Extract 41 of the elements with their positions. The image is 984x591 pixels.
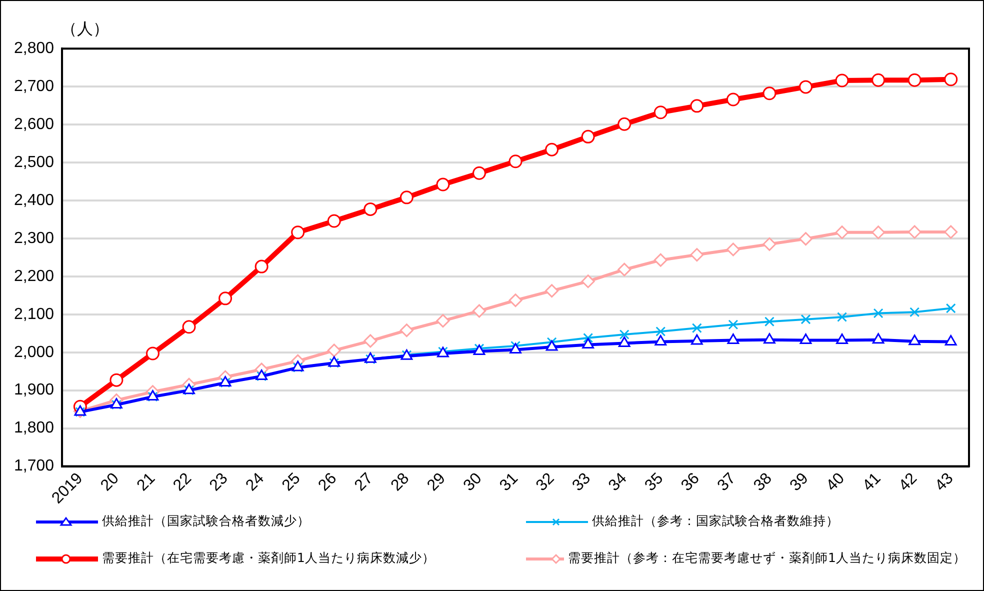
legend-label: 供給推計（国家試験合格者数減少） [102,513,310,530]
legend-label: 需要推計（参考：在宅需要考慮せず・薬剤師1人当たり病床数固定） [568,550,966,567]
x-tick-label: 23 [206,470,232,495]
x-tick-label: 22 [170,470,196,495]
y-tick-label: 2,000 [14,344,54,361]
x-tick-label: 43 [932,470,957,495]
x-tick-label: 29 [424,470,449,495]
x-tick-label: 30 [460,470,486,495]
x-tick-label: 24 [242,470,268,495]
y-tick-label: 1,800 [14,420,54,437]
y-tick-label: 2,200 [14,268,54,285]
y-tick-label: 2,800 [14,40,54,58]
y-tick-label: 2,500 [14,154,54,171]
x-tick-label: 42 [896,470,921,495]
x-tick-label: 27 [352,470,376,495]
x-tick-label: 40 [823,470,848,495]
x-tick-label: 36 [678,470,703,495]
x-tick-label: 38 [750,470,776,495]
x-tick-label: 26 [315,470,340,495]
x-tick-label: 37 [714,470,740,495]
x-tick-label: 34 [606,470,630,495]
y-tick-label: 2,700 [14,78,54,95]
legend-label: 供給推計（参考：国家試験合格者数維持） [592,513,839,530]
x-tick-label: 35 [642,470,667,495]
x-tick-label: 31 [496,470,522,495]
x-tick-label: 25 [279,470,304,495]
x-tick-label: 32 [533,470,558,495]
x-tick-label: 20 [98,470,122,495]
x-tick-label: 28 [388,470,413,495]
y-tick-label: 2,100 [14,306,54,323]
y-tick-label: 1,700 [14,458,54,475]
y-tick-label: 2,300 [14,230,54,247]
y-tick-label: 2,600 [14,116,54,133]
x-tick-label: 39 [787,470,812,495]
y-tick-label: 2,400 [14,192,54,209]
x-tick-label: 21 [134,470,159,495]
y-tick-label: 1,900 [14,382,54,399]
legend-label: 需要推計（在宅需要考慮・薬剤師1人当たり病床数減少） [102,550,435,567]
x-tick-label: 33 [569,470,594,495]
y-axis-title: （人） [61,19,109,40]
x-tick-label: 41 [860,470,884,495]
